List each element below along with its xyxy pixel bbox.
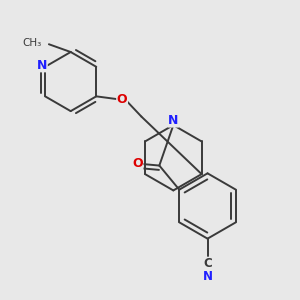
Text: N: N — [202, 270, 212, 283]
Text: N: N — [37, 59, 47, 72]
Text: C: C — [203, 257, 212, 270]
Text: O: O — [132, 158, 143, 170]
Text: O: O — [117, 93, 128, 106]
Text: N: N — [168, 114, 178, 127]
Text: CH₃: CH₃ — [23, 38, 42, 48]
